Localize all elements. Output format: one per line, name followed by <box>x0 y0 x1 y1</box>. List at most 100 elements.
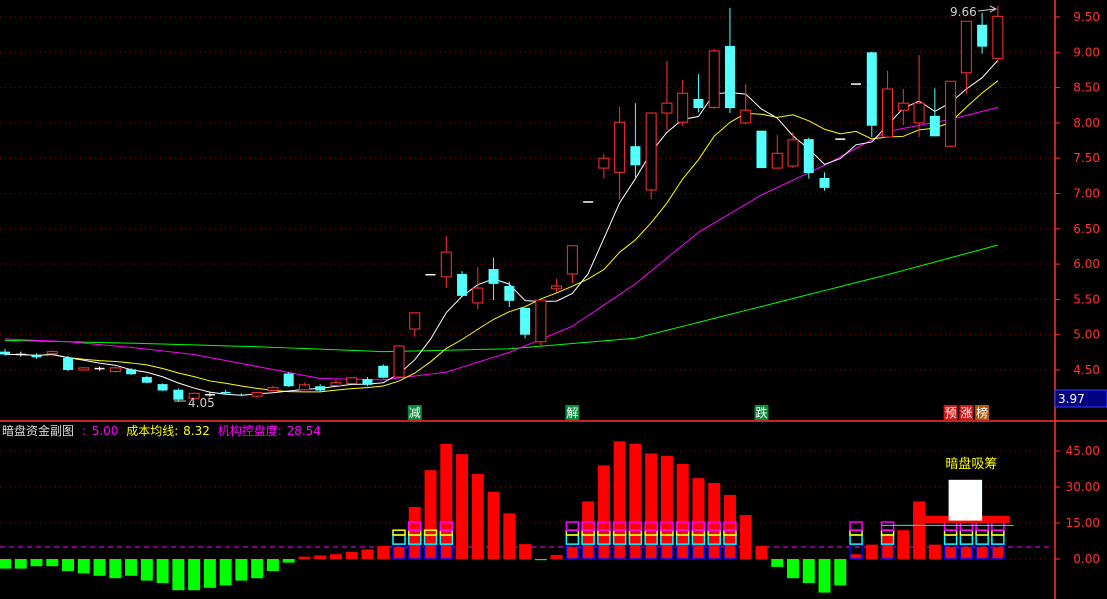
level-box-stack <box>408 521 422 560</box>
sub-bar <box>597 465 610 559</box>
sub-bar <box>723 494 736 559</box>
candle-body <box>708 50 720 108</box>
sub-bar <box>787 559 799 579</box>
level-box-stack <box>644 521 658 560</box>
sub-bar <box>125 559 138 576</box>
candle-body <box>882 88 894 138</box>
legend-value: 5.00 <box>91 424 119 438</box>
level-box-stack <box>660 521 674 560</box>
candle <box>693 74 704 113</box>
cursor-price-box <box>1054 389 1107 408</box>
signal-badge <box>943 405 958 420</box>
candle-body <box>677 92 689 123</box>
sub-bar <box>393 547 405 559</box>
candle-body <box>929 115 940 137</box>
candle <box>440 235 452 289</box>
candle-body <box>535 299 547 343</box>
box-magenta <box>707 521 721 531</box>
sub-bar <box>424 470 437 559</box>
sub-bar <box>834 559 847 586</box>
candle <box>771 134 783 169</box>
candle <box>330 379 342 387</box>
sub-bar <box>928 544 941 559</box>
sub-bar <box>408 506 421 559</box>
signal-label: 解 <box>566 406 578 420</box>
candle <box>630 103 641 178</box>
candle <box>992 5 1004 63</box>
ma20-line <box>4 106 999 381</box>
candle <box>31 353 42 359</box>
signal-label: 减 <box>409 406 421 420</box>
candle-body <box>740 109 752 124</box>
candle-body <box>157 384 168 391</box>
candle <box>803 137 814 179</box>
candle-body <box>298 384 310 391</box>
candle <box>409 312 421 337</box>
candle-body <box>109 367 121 372</box>
candle <box>566 245 578 284</box>
box-magenta <box>691 521 706 531</box>
candle <box>913 55 925 138</box>
sub-tick-label: 45.00 <box>1066 444 1100 458</box>
sub-bar <box>62 559 75 571</box>
legend-cost-value: 8.32 <box>183 424 210 438</box>
signal-badge <box>754 405 769 420</box>
candle-body <box>63 357 74 370</box>
candle <box>251 391 263 398</box>
box-magenta <box>612 521 627 531</box>
candle-body <box>520 307 531 335</box>
level-box-stack <box>628 521 643 560</box>
box-cyan <box>565 534 580 545</box>
candle-body <box>787 139 799 167</box>
sub-bar <box>645 453 658 559</box>
candle <box>960 20 972 94</box>
box-magenta <box>723 521 737 531</box>
level-box-stack <box>691 521 706 560</box>
sub-bar <box>156 559 169 583</box>
sub-bar <box>203 559 216 588</box>
candle-body <box>992 15 1004 60</box>
candle-body <box>346 377 358 384</box>
sub-bar <box>30 559 43 567</box>
sub-bar <box>692 478 705 559</box>
candle-body <box>141 377 152 383</box>
level-box-stack <box>597 521 611 560</box>
box-cyan <box>959 534 974 545</box>
sub-bar <box>771 559 784 567</box>
ma60-line <box>4 244 999 353</box>
candle-body <box>977 24 988 47</box>
legend-cost-label: 成本均线: <box>126 424 179 438</box>
candle <box>109 366 121 373</box>
candle <box>346 377 358 385</box>
candle-body <box>488 269 499 284</box>
candle <box>94 366 105 371</box>
sub-bar <box>550 554 563 559</box>
sub-bar <box>755 546 768 559</box>
candle <box>520 307 531 339</box>
candle-body <box>614 121 626 173</box>
sub-tick-label: 0.00 <box>1073 552 1100 566</box>
sub-bar <box>519 544 532 559</box>
sub-bar <box>976 547 989 559</box>
sub-bar <box>991 547 1004 559</box>
price-tick-label: 9.50 <box>1073 10 1100 24</box>
sub-bar <box>0 559 11 569</box>
candle <box>298 382 310 391</box>
price-tick-label: 4.50 <box>1073 363 1100 377</box>
sub-bar <box>913 501 926 559</box>
sub-bar <box>77 559 90 574</box>
sub-bar <box>282 559 295 563</box>
sub-bar <box>361 549 374 559</box>
candle <box>362 377 373 387</box>
candle-body <box>771 152 783 169</box>
signal-label: 预 <box>945 406 957 420</box>
candle-body <box>693 98 704 109</box>
candle <box>740 84 752 125</box>
candle-body <box>251 392 263 397</box>
level-box-stack <box>723 521 737 560</box>
price-tick-label: 8.50 <box>1073 81 1100 95</box>
level-box-stack <box>880 521 895 560</box>
sub-bar <box>329 554 342 559</box>
signal-badge <box>959 405 974 420</box>
